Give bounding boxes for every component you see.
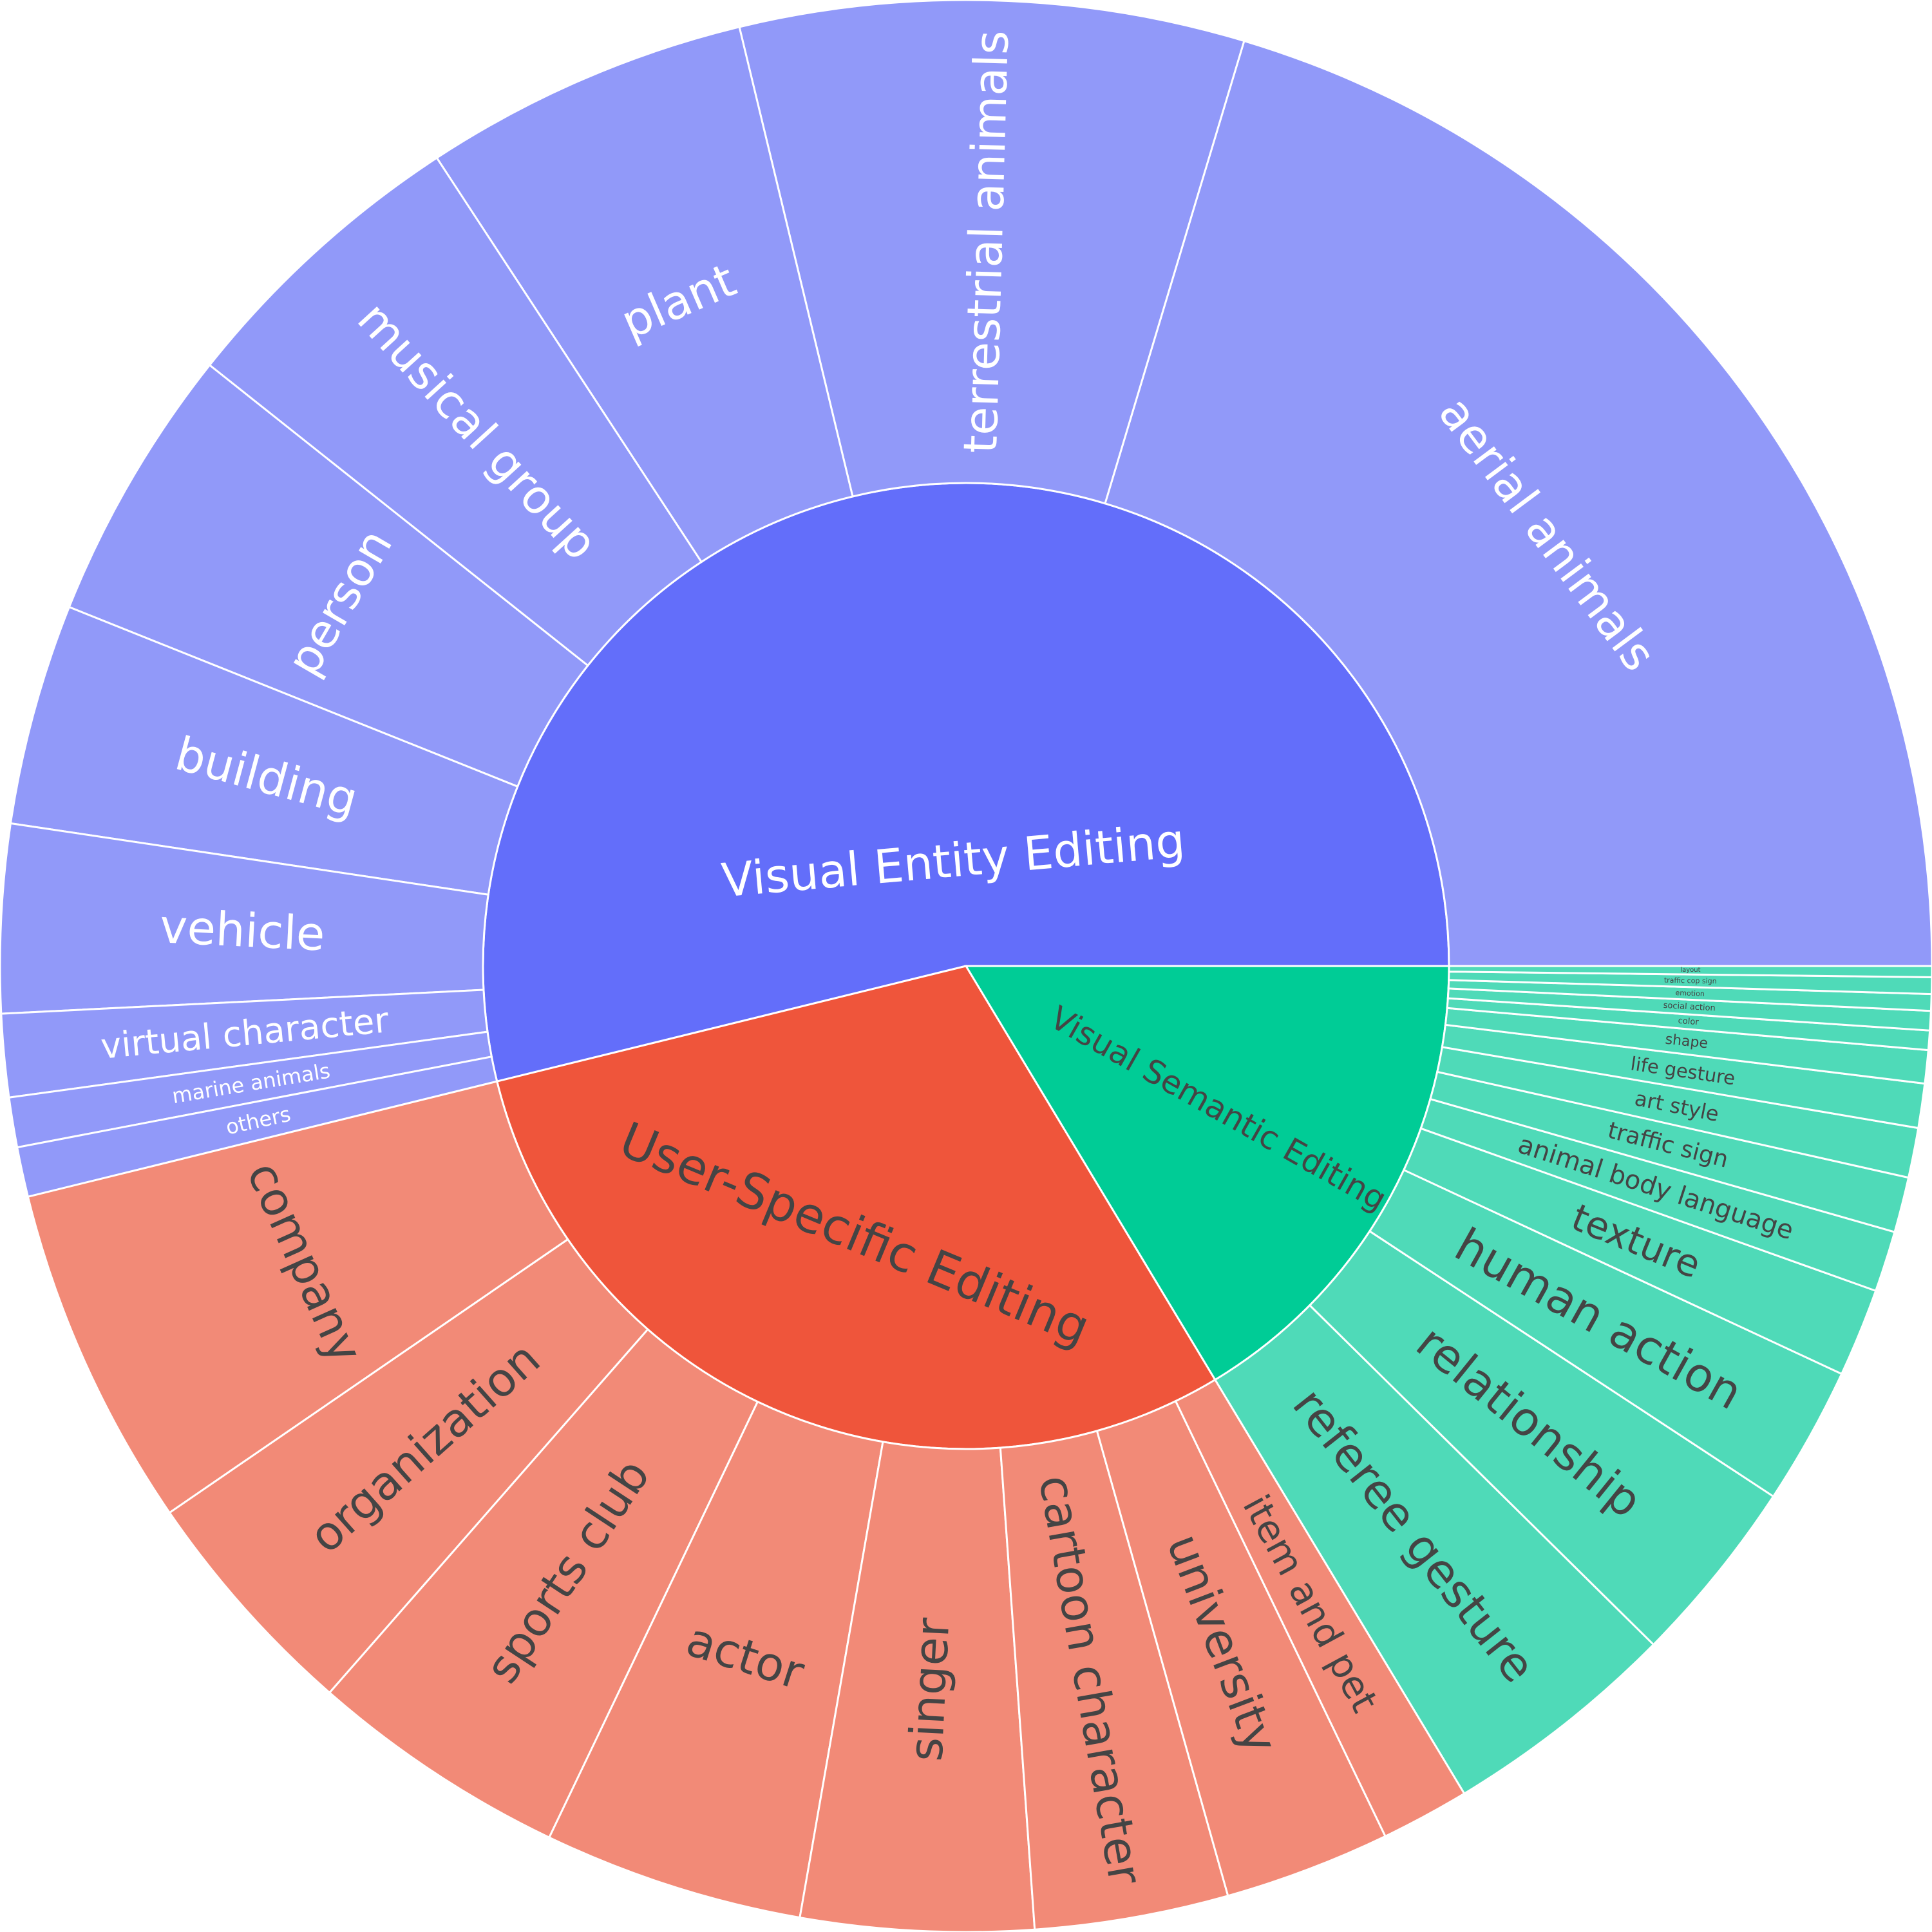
label-layout: layout (1680, 967, 1700, 974)
label-singer: singer (898, 1616, 960, 1763)
label-social-action: social action (1663, 1001, 1716, 1014)
label-terrestrial-animals: terrestrial animals (953, 30, 1019, 454)
label-emotion: emotion (1675, 989, 1705, 998)
segment-company[interactable] (26, 1080, 569, 1515)
segment-aerial-animals[interactable] (1104, 39, 1932, 967)
label-vehicle: vehicle (158, 899, 326, 961)
segment-terrestrial-animals[interactable] (738, 0, 1245, 505)
label-color: color (1678, 1016, 1700, 1027)
label-traffic-cop-sign: traffic cop sign (1664, 976, 1717, 986)
